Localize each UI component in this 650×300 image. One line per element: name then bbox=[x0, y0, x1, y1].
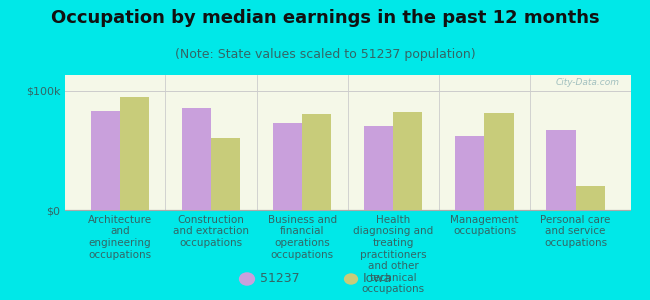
Bar bbox=[364, 126, 393, 210]
Text: Iowa: Iowa bbox=[363, 272, 392, 286]
Bar bbox=[547, 130, 576, 210]
Text: 51237: 51237 bbox=[260, 272, 300, 286]
Bar bbox=[393, 112, 422, 210]
Bar bbox=[273, 123, 302, 210]
Text: City-Data.com: City-Data.com bbox=[555, 78, 619, 87]
Bar bbox=[302, 114, 332, 210]
Bar bbox=[120, 97, 149, 210]
Text: (Note: State values scaled to 51237 population): (Note: State values scaled to 51237 popu… bbox=[175, 48, 475, 61]
Bar bbox=[484, 113, 514, 210]
Bar bbox=[576, 186, 604, 210]
Text: Occupation by median earnings in the past 12 months: Occupation by median earnings in the pas… bbox=[51, 9, 599, 27]
Bar bbox=[211, 138, 240, 210]
Bar bbox=[455, 136, 484, 210]
Bar bbox=[91, 111, 120, 210]
Bar bbox=[182, 109, 211, 210]
